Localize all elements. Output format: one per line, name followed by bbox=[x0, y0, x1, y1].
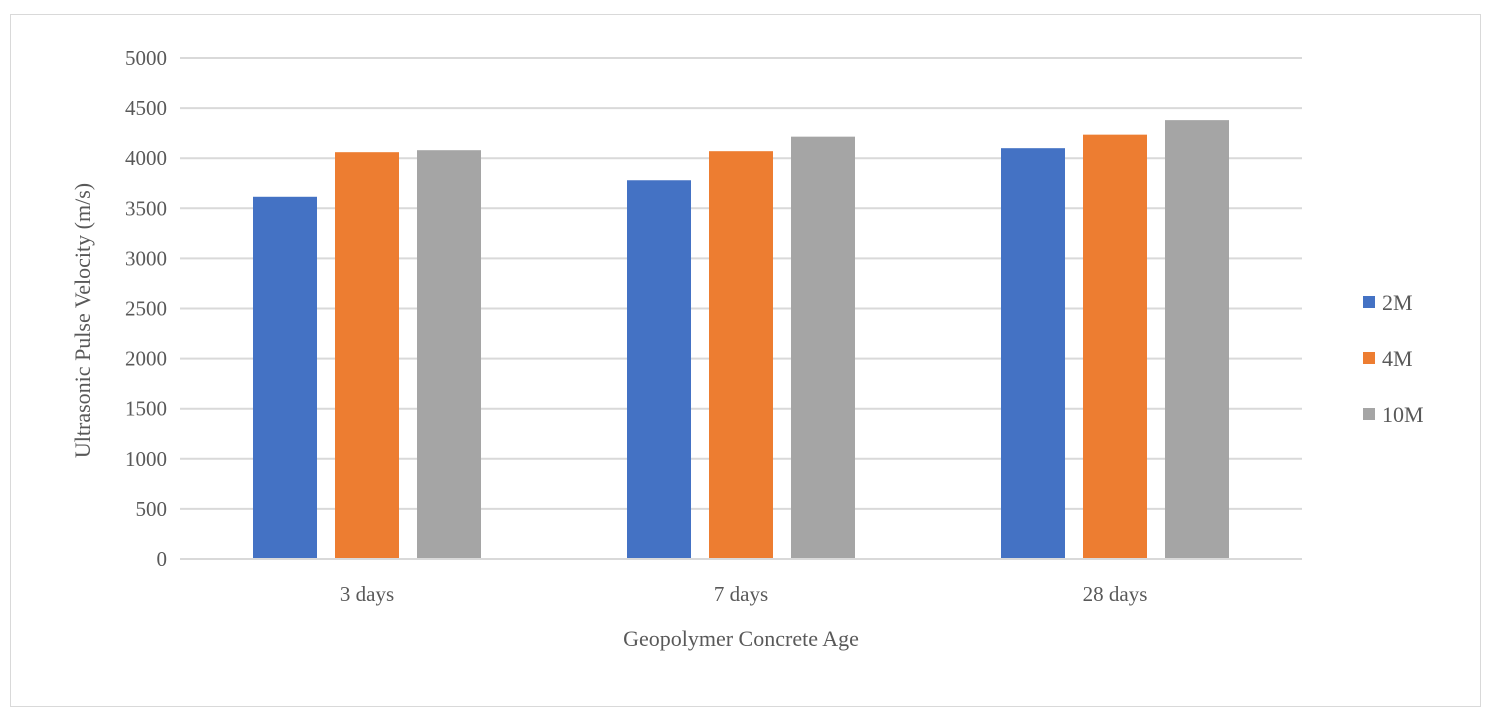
legend-swatch-10m bbox=[1363, 408, 1375, 420]
y-axis-title: Ultrasonic Pulse Velocity (m/s) bbox=[70, 183, 95, 458]
y-tick-label: 4500 bbox=[125, 96, 167, 120]
y-tick-label: 4000 bbox=[125, 146, 167, 170]
legend-label-10m: 10M bbox=[1382, 402, 1424, 427]
y-tick-label: 0 bbox=[157, 547, 168, 571]
legend-label-2m: 2M bbox=[1382, 290, 1413, 315]
y-tick-label: 1500 bbox=[125, 397, 167, 421]
bar-2m-28-days bbox=[1001, 148, 1065, 559]
y-tick-label: 3000 bbox=[125, 246, 167, 270]
legend-label-4m: 4M bbox=[1382, 346, 1413, 371]
bar-4m-3-days bbox=[335, 152, 399, 560]
y-tick-label: 500 bbox=[136, 497, 168, 521]
bars bbox=[253, 120, 1229, 560]
y-axis-ticks: 0 500 1000 1500 2000 2500 3000 3500 4000 4500 5000 bbox=[125, 46, 167, 571]
legend: 2M 4M 10M bbox=[1363, 290, 1424, 427]
x-tick-label: 28 days bbox=[1083, 582, 1148, 606]
y-tick-label: 2000 bbox=[125, 347, 167, 371]
bar-10m-28-days bbox=[1165, 120, 1229, 560]
bar-2m-3-days bbox=[253, 196, 317, 560]
legend-swatch-4m bbox=[1363, 352, 1375, 364]
y-tick-label: 2500 bbox=[125, 297, 167, 321]
bar-10m-7-days bbox=[791, 136, 855, 560]
x-tick-label: 3 days bbox=[340, 582, 394, 606]
x-axis-title: Geopolymer Concrete Age bbox=[623, 626, 859, 651]
y-tick-label: 3500 bbox=[125, 196, 167, 220]
y-tick-label: 5000 bbox=[125, 46, 167, 70]
bar-2m-7-days bbox=[627, 180, 691, 559]
x-axis-ticks: 3 days 7 days 28 days bbox=[340, 582, 1148, 606]
bar-10m-3-days bbox=[417, 150, 481, 559]
x-tick-label: 7 days bbox=[714, 582, 768, 606]
y-tick-label: 1000 bbox=[125, 447, 167, 471]
legend-swatch-2m bbox=[1363, 296, 1375, 308]
bar-4m-7-days bbox=[709, 151, 773, 559]
bar-4m-28-days bbox=[1083, 134, 1147, 559]
